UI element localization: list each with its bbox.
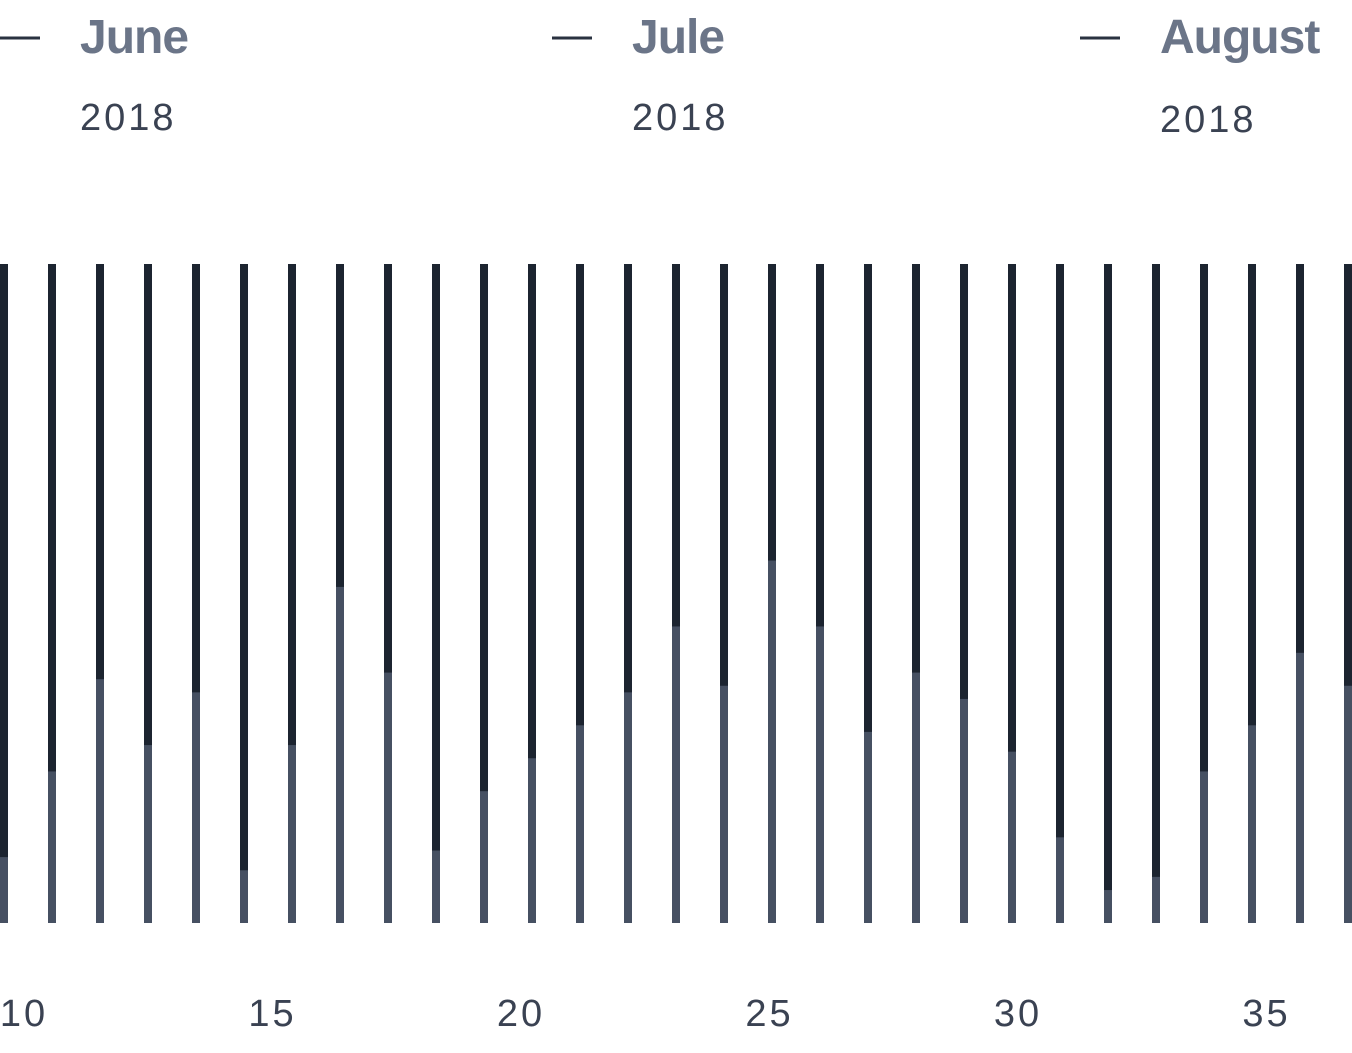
bar-track	[1104, 264, 1112, 923]
bar	[912, 672, 920, 923]
bar	[240, 870, 248, 923]
bar-track	[432, 264, 440, 923]
bar-track	[480, 264, 488, 923]
bar	[960, 698, 968, 923]
x-tick-label: 10	[0, 993, 48, 1035]
bar-track	[1008, 264, 1016, 923]
bar	[624, 692, 632, 923]
bar-track	[816, 264, 824, 923]
bar	[576, 725, 584, 923]
bar	[288, 745, 296, 923]
bar-track	[48, 264, 56, 923]
month-year: 2018	[632, 97, 729, 139]
bar	[1344, 685, 1352, 923]
bar	[48, 771, 56, 923]
bar-track	[1344, 264, 1352, 923]
bar-track	[144, 264, 152, 923]
month-name: Jule	[632, 11, 724, 64]
bar	[192, 692, 200, 923]
x-tick-label: 15	[248, 993, 296, 1035]
bar	[96, 679, 104, 923]
bar	[1008, 751, 1016, 923]
bar-track	[720, 264, 728, 923]
month-year: 2018	[80, 97, 177, 139]
bar	[1056, 837, 1064, 923]
month-name: June	[80, 11, 188, 64]
bar-track	[240, 264, 248, 923]
bar	[816, 626, 824, 923]
x-tick-label: 35	[1242, 993, 1290, 1035]
bar-track	[912, 264, 920, 923]
bar-track	[384, 264, 392, 923]
x-tick-label: 30	[994, 993, 1042, 1035]
bar	[1296, 652, 1304, 923]
bar	[144, 745, 152, 923]
bar-track	[1056, 264, 1064, 923]
bar-track	[528, 264, 536, 923]
month-name: August	[1160, 11, 1320, 64]
bar	[1152, 876, 1160, 923]
x-tick-label: 20	[497, 993, 545, 1035]
bar	[384, 672, 392, 923]
bar	[1104, 890, 1112, 923]
bar-track	[960, 264, 968, 923]
bar-track	[1248, 264, 1256, 923]
bar	[0, 857, 8, 923]
bar-track	[864, 264, 872, 923]
bar	[336, 586, 344, 923]
month-year: 2018	[1160, 99, 1257, 141]
bar	[528, 758, 536, 923]
bar	[768, 560, 776, 923]
bar-track	[1152, 264, 1160, 923]
bar	[720, 685, 728, 923]
bar-track	[96, 264, 104, 923]
x-tick-label: 25	[745, 993, 793, 1035]
bar-track	[1200, 264, 1208, 923]
bar-track	[576, 264, 584, 923]
bar-track	[0, 264, 8, 923]
bar-track	[624, 264, 632, 923]
bar	[672, 626, 680, 923]
bar	[432, 850, 440, 923]
bar	[480, 791, 488, 923]
bar-track	[1296, 264, 1304, 923]
bar-track	[192, 264, 200, 923]
bar	[1200, 771, 1208, 923]
bar	[1248, 725, 1256, 923]
bar	[864, 731, 872, 923]
bar-track	[672, 264, 680, 923]
bar-track	[288, 264, 296, 923]
